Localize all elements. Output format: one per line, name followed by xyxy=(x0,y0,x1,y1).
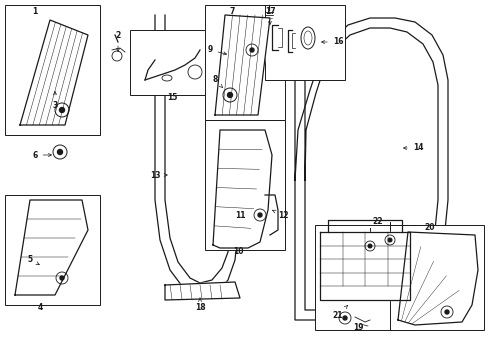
Circle shape xyxy=(249,48,253,52)
Circle shape xyxy=(258,213,262,217)
Text: 14: 14 xyxy=(403,144,423,153)
Circle shape xyxy=(227,93,232,98)
Polygon shape xyxy=(397,232,477,325)
Text: 17: 17 xyxy=(264,8,275,24)
Circle shape xyxy=(192,69,198,75)
Bar xyxy=(264,5,345,80)
Polygon shape xyxy=(319,232,409,300)
Text: 7: 7 xyxy=(229,8,234,17)
Polygon shape xyxy=(20,20,88,125)
Bar xyxy=(389,225,483,330)
Bar xyxy=(130,30,215,95)
Circle shape xyxy=(367,244,371,248)
Polygon shape xyxy=(15,200,88,295)
Text: 20: 20 xyxy=(424,224,434,233)
Text: 2: 2 xyxy=(115,31,121,51)
Text: 13: 13 xyxy=(149,171,167,180)
Text: 8: 8 xyxy=(212,76,222,87)
Circle shape xyxy=(444,310,448,314)
Circle shape xyxy=(387,238,391,242)
Text: 9: 9 xyxy=(207,45,226,55)
Text: 10: 10 xyxy=(232,248,243,256)
Text: 6: 6 xyxy=(32,150,51,159)
Text: 11: 11 xyxy=(234,211,245,220)
Text: 1: 1 xyxy=(32,8,38,17)
Circle shape xyxy=(60,276,64,280)
Polygon shape xyxy=(164,282,240,300)
Text: 3: 3 xyxy=(52,91,58,109)
Text: 4: 4 xyxy=(37,303,42,312)
Polygon shape xyxy=(213,130,271,248)
Text: 19: 19 xyxy=(352,324,363,333)
Bar xyxy=(314,225,414,330)
Bar xyxy=(204,120,285,250)
Bar xyxy=(204,5,285,120)
Text: 22: 22 xyxy=(372,217,383,226)
Circle shape xyxy=(58,149,62,154)
Circle shape xyxy=(342,316,346,320)
Text: 5: 5 xyxy=(27,256,39,265)
Bar xyxy=(5,195,100,305)
Text: 16: 16 xyxy=(321,37,343,46)
Text: 18: 18 xyxy=(194,298,205,312)
Text: 12: 12 xyxy=(272,210,287,220)
Circle shape xyxy=(60,108,64,112)
Text: 21: 21 xyxy=(332,306,347,320)
Bar xyxy=(5,5,100,135)
Polygon shape xyxy=(215,15,269,115)
Text: 15: 15 xyxy=(166,94,177,103)
